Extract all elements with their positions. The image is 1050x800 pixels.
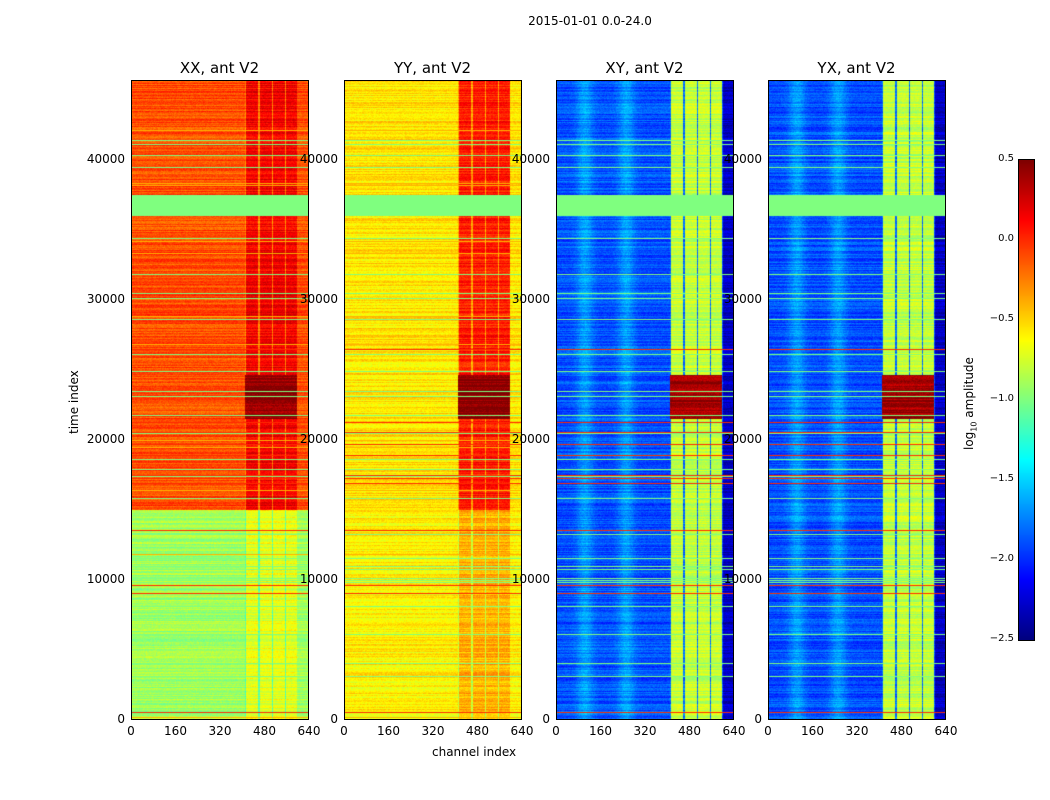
x-tick-label: 640 (934, 724, 958, 738)
colorbar-tick-label: 0.5 (998, 153, 1014, 164)
y-tick-label: 40000 (86, 151, 125, 166)
y-axis-label: time index (67, 370, 81, 434)
y-tick-label: 10000 (299, 571, 338, 586)
y-tick-label: 20000 (723, 431, 762, 446)
heatmap-image (345, 81, 521, 719)
y-tick-label: 30000 (86, 291, 125, 306)
y-tick-label: 0 (542, 712, 550, 726)
x-tick-label: 640 (297, 724, 321, 738)
panel-title: XY, ant V2 (605, 59, 684, 77)
heatmap-panel (344, 80, 522, 720)
heatmap-image (769, 81, 945, 719)
heatmap-panel (131, 80, 309, 720)
y-tick-label: 30000 (511, 291, 550, 306)
heatmap-panel (556, 80, 734, 720)
y-tick-label: 30000 (299, 291, 338, 306)
colorbar-label-rest: amplitude (962, 357, 976, 422)
y-tick-label: 40000 (723, 151, 762, 166)
colorbar-label-sub: 10 (969, 421, 979, 432)
heatmap-image (132, 81, 308, 719)
x-tick-label: 0 (127, 724, 135, 738)
y-tick-label: 10000 (723, 571, 762, 586)
y-tick-label: 0 (117, 712, 125, 726)
x-tick-label: 0 (764, 724, 772, 738)
x-axis-label: channel index (432, 745, 517, 759)
colorbar-tick-label: −0.5 (989, 313, 1014, 324)
x-tick-label: 480 (253, 724, 276, 738)
figure-title: 2015-01-01 0.0-24.0 (528, 14, 652, 28)
x-tick-label: 160 (164, 724, 187, 738)
colorbar-tick-label: −1.0 (989, 393, 1014, 404)
x-tick-label: 0 (340, 724, 348, 738)
colorbar (1018, 159, 1035, 641)
x-tick-label: 160 (589, 724, 612, 738)
x-tick-label: 640 (510, 724, 534, 738)
y-tick-label: 20000 (511, 431, 550, 446)
colorbar-tick-label: −2.5 (989, 633, 1014, 644)
panel-title: YY, ant V2 (393, 59, 471, 77)
x-tick-label: 480 (678, 724, 701, 738)
x-tick-label: 320 (208, 724, 232, 738)
panel-title: YX, ant V2 (817, 59, 896, 77)
panel-title: XX, ant V2 (179, 59, 260, 77)
y-tick-label: 0 (330, 712, 338, 726)
x-tick-label: 0 (552, 724, 560, 738)
x-tick-label: 320 (633, 724, 657, 738)
x-tick-label: 480 (890, 724, 913, 738)
x-tick-label: 160 (801, 724, 824, 738)
colorbar-gradient (1019, 160, 1034, 640)
y-tick-label: 20000 (299, 431, 338, 446)
x-tick-label: 480 (466, 724, 489, 738)
colorbar-tick-label: −2.0 (989, 553, 1014, 564)
y-tick-label: 40000 (511, 151, 550, 166)
heatmap-image (557, 81, 733, 719)
x-tick-label: 320 (845, 724, 869, 738)
colorbar-tick-label: 0.0 (998, 233, 1014, 244)
y-tick-label: 40000 (299, 151, 338, 166)
y-tick-label: 30000 (723, 291, 762, 306)
y-tick-label: 10000 (86, 571, 125, 586)
heatmap-panel (768, 80, 946, 720)
x-tick-label: 320 (421, 724, 445, 738)
y-tick-label: 0 (754, 712, 762, 726)
y-tick-label: 20000 (86, 431, 125, 446)
colorbar-label-main: log (962, 431, 976, 450)
y-tick-label: 10000 (511, 571, 550, 586)
x-tick-label: 640 (722, 724, 746, 738)
x-tick-label: 160 (377, 724, 400, 738)
colorbar-label: log10 amplitude (962, 357, 978, 450)
colorbar-tick-label: −1.5 (989, 473, 1014, 484)
